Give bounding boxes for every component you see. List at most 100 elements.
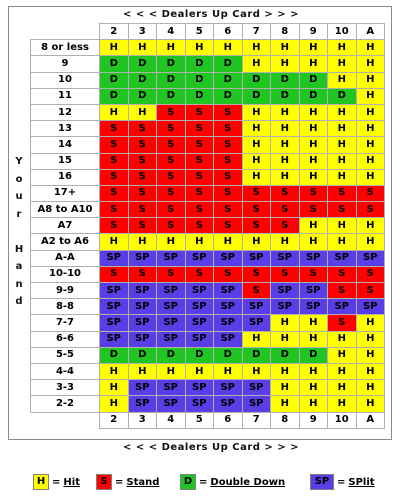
strategy-cell: H — [355, 103, 385, 122]
strategy-cell: S — [99, 265, 129, 284]
hand-row: A2 to A6 H H H H H H H H H H — [30, 233, 385, 251]
hand-label: 15 — [30, 152, 100, 170]
strategy-cell: D — [213, 71, 243, 89]
strategy-cell: H — [241, 55, 271, 73]
hand-label: 17+ — [30, 184, 100, 203]
strategy-cell: D — [184, 71, 214, 89]
strategy-cell: H — [327, 103, 357, 122]
strategy-cell: SP — [213, 395, 243, 413]
strategy-cell: H — [327, 330, 357, 348]
corner-cell — [30, 23, 100, 40]
strategy-cell: H — [355, 120, 385, 138]
up-card-bottom: 6 — [213, 411, 243, 429]
strategy-cell: SP — [156, 314, 186, 332]
strategy-cell: H — [270, 233, 300, 251]
strategy-cell: SP — [241, 314, 271, 332]
strategy-cell: SP — [99, 249, 129, 267]
strategy-cell: S — [127, 265, 157, 284]
strategy-cell: S — [99, 152, 129, 170]
strategy-cell: D — [298, 87, 328, 105]
strategy-cell: SP — [99, 330, 129, 348]
strategy-cell: S — [184, 217, 214, 235]
strategy-cell: D — [213, 346, 243, 364]
strategy-cell: H — [327, 152, 357, 170]
strategy-cell: H — [298, 39, 328, 57]
strategy-cell: S — [156, 184, 186, 203]
strategy-cell: H — [241, 120, 271, 138]
hand-label: 11 — [30, 87, 100, 105]
strategy-cell: H — [355, 136, 385, 154]
strategy-cell: H — [270, 120, 300, 138]
side-label-letter — [12, 223, 26, 241]
hand-row: 17+ S S S S S S S S S S — [30, 184, 385, 203]
strategy-cell: H — [99, 379, 129, 397]
strategy-cell: H — [355, 233, 385, 251]
hand-label: 13 — [30, 120, 100, 138]
strategy-cell: H — [298, 379, 328, 397]
strategy-cell: H — [241, 103, 271, 122]
strategy-cell: H — [99, 39, 129, 57]
hand-row: 10-10 S S S S S S S S S S — [30, 265, 385, 284]
strategy-cell: SP — [213, 249, 243, 267]
strategy-cell: H — [241, 168, 271, 186]
legend-stand-eq: = — [115, 476, 124, 488]
strategy-cell: SP — [213, 298, 243, 316]
hand-label: 9 — [30, 55, 100, 73]
legend-hit-eq: = — [52, 476, 61, 488]
strategy-cell: H — [327, 395, 357, 413]
strategy-cell: S — [213, 217, 243, 235]
hand-label: 10 — [30, 71, 100, 89]
dealer-up-card-caption-bottom: < < < Dealers Up Card > > > — [122, 442, 299, 453]
strategy-cell: H — [241, 152, 271, 170]
strategy-cell: D — [241, 71, 271, 89]
side-label-letter: Y — [15, 156, 23, 167]
strategy-cell: H — [184, 362, 214, 381]
strategy-cell: S — [270, 184, 300, 203]
up-card-top: A — [355, 22, 385, 41]
strategy-cell: H — [298, 168, 328, 186]
strategy-cell: SP — [127, 395, 157, 413]
strategy-cell: H — [156, 39, 186, 57]
strategy-cell: D — [156, 87, 186, 105]
strategy-cell: S — [156, 103, 186, 122]
strategy-cell: H — [127, 362, 157, 381]
up-card-top: 3 — [127, 22, 157, 41]
hand-label: 2-2 — [30, 395, 100, 413]
strategy-cell: S — [99, 168, 129, 186]
hand-label: A-A — [30, 249, 100, 267]
strategy-cell: SP — [127, 314, 157, 332]
strategy-cell: H — [298, 314, 328, 332]
strategy-cell: D — [156, 55, 186, 73]
strategy-cell: S — [270, 217, 300, 235]
side-label-letter: o — [15, 173, 23, 185]
strategy-cell: D — [127, 71, 157, 89]
up-card-bottom: 9 — [298, 411, 328, 429]
strategy-cell: H — [127, 103, 157, 122]
strategy-cell: D — [270, 71, 300, 89]
strategy-cell: S — [127, 152, 157, 170]
strategy-cell: SP — [156, 395, 186, 413]
strategy-cell: S — [156, 152, 186, 170]
side-label-letter: u — [15, 191, 23, 202]
strategy-cell: H — [270, 362, 300, 381]
up-card-top: 9 — [298, 22, 328, 41]
strategy-cell: SP — [298, 249, 328, 267]
strategy-cell: SP — [184, 314, 214, 332]
strategy-cell: S — [270, 201, 300, 219]
strategy-cell: D — [298, 71, 328, 89]
strategy-cell: H — [355, 87, 385, 105]
hand-row: 11 D D D D D D D D D H — [30, 87, 385, 105]
legend-split-label: SPlit — [348, 476, 375, 488]
hand-row: 16 S S S S S H H H H H — [30, 168, 385, 186]
hand-label: 9-9 — [30, 281, 100, 300]
strategy-cell: S — [184, 152, 214, 170]
strategy-cell: S — [270, 265, 300, 284]
strategy-cell: H — [355, 362, 385, 381]
strategy-cell: H — [355, 39, 385, 57]
strategy-cell: H — [213, 39, 243, 57]
up-card-top: 6 — [213, 22, 243, 41]
hand-row: 4-4 H H H H H H H H H H — [30, 362, 385, 381]
strategy-cell: S — [99, 201, 129, 219]
strategy-cell: H — [298, 103, 328, 122]
